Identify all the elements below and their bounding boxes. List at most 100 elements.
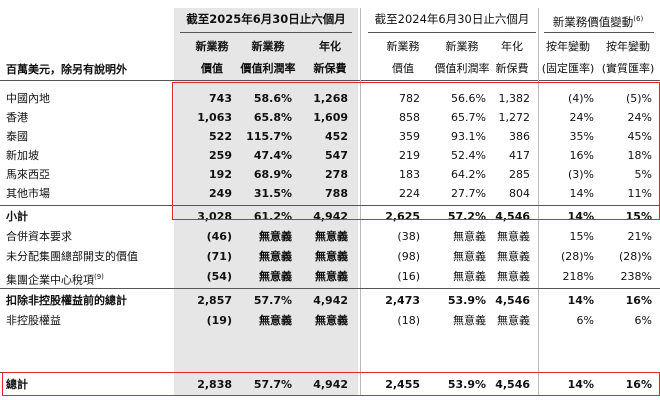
- table-cell: 24%: [569, 111, 594, 124]
- row-label-text: 總計: [6, 378, 28, 391]
- table-cell: (28)%: [560, 250, 594, 263]
- table-cell: (38): [397, 230, 420, 243]
- row-label-note: (9): [94, 273, 104, 281]
- table-cell: 788: [325, 187, 348, 200]
- table-cell: 11%: [627, 187, 652, 200]
- row-label-text: 泰國: [6, 130, 28, 143]
- table-cell: 4,942: [313, 378, 348, 391]
- table-cell: 68.9%: [253, 168, 292, 181]
- table-cell: 2,473: [385, 294, 420, 307]
- table-cell: 5%: [634, 168, 652, 181]
- row-label-text: 中國內地: [6, 92, 50, 105]
- table-cell: 547: [325, 149, 348, 162]
- table-cell: 359: [399, 130, 420, 143]
- table-cell: 2,857: [197, 294, 232, 307]
- table-cell: (19): [206, 314, 232, 327]
- table-cell: 183: [399, 168, 420, 181]
- table-cell: 219: [399, 149, 420, 162]
- table-cell: 無意義: [259, 314, 292, 327]
- row-label: 新加坡: [6, 149, 39, 163]
- table-cell: 56.6%: [451, 92, 486, 105]
- column-header-cols-2025-2-line1: 年化: [319, 40, 341, 53]
- highlight-markets-box: [172, 82, 660, 220]
- table-cell: 16%: [569, 149, 594, 162]
- table-cell: 45%: [627, 130, 652, 143]
- unit-label: 百萬美元，除另有說明外: [6, 63, 127, 76]
- table-cell: (98): [397, 250, 420, 263]
- table-cell: 無意義: [259, 230, 292, 243]
- column-header-cols-change-0-line2: (固定匯率): [541, 62, 595, 75]
- table-cell: 58.6%: [253, 92, 292, 105]
- table-cell: 2,455: [385, 378, 420, 391]
- column-header-cols-2024-1-line2: 價值利潤率: [434, 62, 490, 75]
- underline-2024: [368, 32, 536, 33]
- table-cell: 無意義: [453, 230, 486, 243]
- row-label-text: 香港: [6, 111, 28, 124]
- table-cell: 無意義: [259, 270, 292, 283]
- table-cell: 65.7%: [451, 111, 486, 124]
- table-cell: 無意義: [497, 270, 530, 283]
- table-cell: 27.7%: [451, 187, 486, 200]
- row-label-text: 小計: [6, 210, 28, 223]
- row-label-text: 馬來西亞: [6, 168, 50, 181]
- table-cell: (28)%: [618, 250, 652, 263]
- table-cell: 無意義: [453, 250, 486, 263]
- row-label: 集團企業中心稅項(9): [6, 270, 104, 288]
- table-cell: 53.9%: [447, 294, 486, 307]
- table-cell: (3)%: [567, 168, 594, 181]
- column-header-cols-2025-0-line2: 價值: [201, 62, 223, 75]
- row-label: 合併資本要求: [6, 230, 72, 244]
- row-label-text: 新加坡: [6, 149, 39, 162]
- column-header-cols-2024-0-line2: 價值: [392, 62, 414, 75]
- shade-2025-columns: [174, 8, 358, 396]
- row-label-text: 集團企業中心稅項: [6, 273, 94, 287]
- table-cell: 無意義: [453, 314, 486, 327]
- table-cell: 16%: [625, 294, 652, 307]
- row-label-text: 非控股權益: [6, 314, 61, 327]
- table-cell: 1,063: [197, 111, 232, 124]
- underline-change: [544, 32, 654, 33]
- table-cell: 無意義: [315, 230, 348, 243]
- table-cell: 14%: [569, 187, 594, 200]
- table-cell: 6%: [634, 314, 652, 327]
- table-cell: 無意義: [259, 250, 292, 263]
- row-label-text: 扣除非控股權益前的總計: [6, 294, 127, 307]
- table-cell: 1,382: [498, 92, 531, 105]
- table-cell: 31.5%: [253, 187, 292, 200]
- highlight-total-box: [2, 372, 660, 396]
- column-header-cols-change-1-line2: (實質匯率): [601, 62, 655, 75]
- table-cell: 53.9%: [447, 378, 486, 391]
- table-cell: 218%: [562, 270, 594, 283]
- table-cell: (4)%: [567, 92, 594, 105]
- table-cell: 無意義: [315, 250, 348, 263]
- table-cell: 386: [509, 130, 530, 143]
- table-cell: 14%: [567, 378, 594, 391]
- table-cell: 15%: [569, 230, 594, 243]
- table-cell: 6%: [576, 314, 594, 327]
- table-cell: 238%: [620, 270, 652, 283]
- row-label: 其他市場: [6, 187, 50, 201]
- table-cell: (16): [397, 270, 420, 283]
- table-cell: 4,942: [313, 294, 348, 307]
- row-label: 非控股權益: [6, 314, 61, 328]
- column-header-cols-2024-2-line1: 年化: [501, 40, 523, 53]
- table-cell: 804: [509, 187, 530, 200]
- table-cell: 522: [209, 130, 232, 143]
- header-group-2025: 截至2025年6月30日止六個月: [186, 12, 346, 26]
- column-header-cols-2025-2-line2: 新保費: [313, 62, 347, 75]
- table-cell: (5)%: [625, 92, 652, 105]
- row-label: 未分配集團總部開支的價值: [6, 250, 138, 264]
- table-cell: 35%: [569, 130, 594, 143]
- table-cell: 249: [209, 187, 232, 200]
- table-cell: 無意義: [497, 230, 530, 243]
- table-cell: (54): [206, 270, 232, 283]
- table-cell: 57.7%: [253, 294, 292, 307]
- column-header-cols-2024-1-line1: 新業務: [445, 40, 479, 53]
- table-cell: 115.7%: [246, 130, 292, 143]
- row-label: 馬來西亞: [6, 168, 50, 182]
- table-cell: 2,838: [197, 378, 232, 391]
- table-cell: 224: [399, 187, 420, 200]
- table-cell: 1,609: [313, 111, 348, 124]
- table-cell: 192: [209, 168, 232, 181]
